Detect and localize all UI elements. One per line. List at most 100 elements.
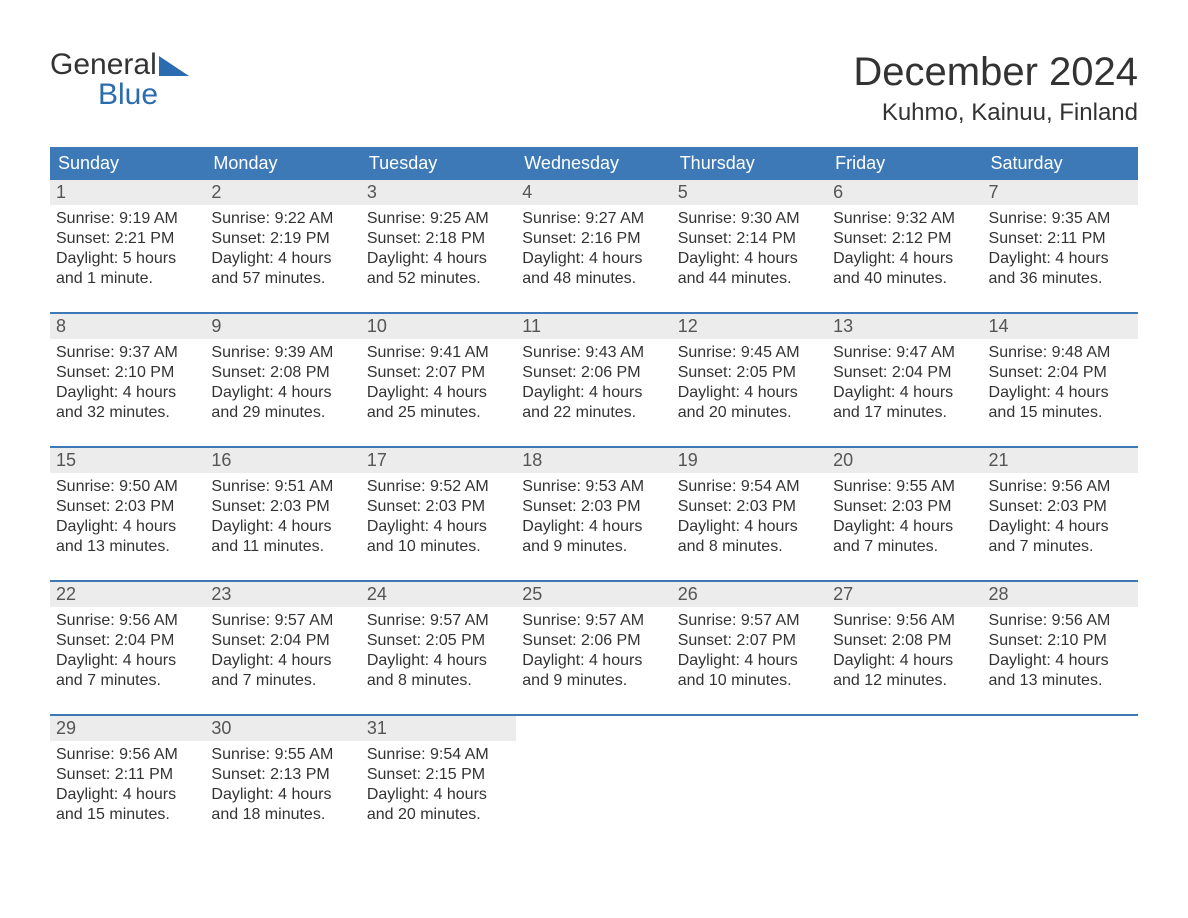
calendar-cell: 17Sunrise: 9:52 AMSunset: 2:03 PMDayligh…	[361, 448, 516, 580]
daylight-line1: Daylight: 4 hours	[56, 785, 199, 805]
header: General Blue December 2024 Kuhmo, Kainuu…	[50, 50, 1138, 127]
day-number: 13	[827, 314, 982, 339]
sunset-text: Sunset: 2:03 PM	[367, 497, 510, 517]
calendar-week: 1Sunrise: 9:19 AMSunset: 2:21 PMDaylight…	[50, 180, 1138, 312]
day-number: 10	[361, 314, 516, 339]
daylight-line1: Daylight: 4 hours	[367, 651, 510, 671]
calendar-cell: 20Sunrise: 9:55 AMSunset: 2:03 PMDayligh…	[827, 448, 982, 580]
sunrise-text: Sunrise: 9:54 AM	[367, 745, 510, 765]
day-details: Sunrise: 9:54 AMSunset: 2:03 PMDaylight:…	[672, 473, 827, 569]
day-details: Sunrise: 9:22 AMSunset: 2:19 PMDaylight:…	[205, 205, 360, 301]
day-details: Sunrise: 9:55 AMSunset: 2:03 PMDaylight:…	[827, 473, 982, 569]
calendar-cell: 19Sunrise: 9:54 AMSunset: 2:03 PMDayligh…	[672, 448, 827, 580]
sunrise-text: Sunrise: 9:41 AM	[367, 343, 510, 363]
day-details: Sunrise: 9:55 AMSunset: 2:13 PMDaylight:…	[205, 741, 360, 837]
sunrise-text: Sunrise: 9:57 AM	[522, 611, 665, 631]
day-number: 19	[672, 448, 827, 473]
sunrise-text: Sunrise: 9:37 AM	[56, 343, 199, 363]
daylight-line2: and 32 minutes.	[56, 403, 199, 423]
sunset-text: Sunset: 2:13 PM	[211, 765, 354, 785]
day-details: Sunrise: 9:48 AMSunset: 2:04 PMDaylight:…	[983, 339, 1138, 435]
calendar-cell-empty	[983, 716, 1138, 848]
daylight-line2: and 10 minutes.	[678, 671, 821, 691]
daylight-line1: Daylight: 4 hours	[522, 249, 665, 269]
day-details: Sunrise: 9:56 AMSunset: 2:03 PMDaylight:…	[983, 473, 1138, 569]
title-block: December 2024 Kuhmo, Kainuu, Finland	[853, 50, 1138, 127]
day-number: 1	[50, 180, 205, 205]
daylight-line2: and 11 minutes.	[211, 537, 354, 557]
day-number: 3	[361, 180, 516, 205]
sunrise-text: Sunrise: 9:51 AM	[211, 477, 354, 497]
sunrise-text: Sunrise: 9:47 AM	[833, 343, 976, 363]
day-number: 18	[516, 448, 671, 473]
daylight-line1: Daylight: 4 hours	[989, 651, 1132, 671]
day-number: 31	[361, 716, 516, 741]
calendar-cell: 10Sunrise: 9:41 AMSunset: 2:07 PMDayligh…	[361, 314, 516, 446]
sunrise-text: Sunrise: 9:35 AM	[989, 209, 1132, 229]
logo-word-general: General	[50, 50, 157, 80]
daylight-line2: and 8 minutes.	[678, 537, 821, 557]
daylight-line1: Daylight: 4 hours	[678, 383, 821, 403]
calendar-cell: 13Sunrise: 9:47 AMSunset: 2:04 PMDayligh…	[827, 314, 982, 446]
calendar-week: 22Sunrise: 9:56 AMSunset: 2:04 PMDayligh…	[50, 580, 1138, 714]
sunrise-text: Sunrise: 9:55 AM	[211, 745, 354, 765]
sunset-text: Sunset: 2:03 PM	[211, 497, 354, 517]
sunset-text: Sunset: 2:14 PM	[678, 229, 821, 249]
daylight-line1: Daylight: 4 hours	[56, 651, 199, 671]
day-number: 29	[50, 716, 205, 741]
daylight-line2: and 8 minutes.	[367, 671, 510, 691]
sunset-text: Sunset: 2:19 PM	[211, 229, 354, 249]
calendar-cell: 5Sunrise: 9:30 AMSunset: 2:14 PMDaylight…	[672, 180, 827, 312]
sunset-text: Sunset: 2:03 PM	[56, 497, 199, 517]
day-number: 2	[205, 180, 360, 205]
sunrise-text: Sunrise: 9:56 AM	[989, 477, 1132, 497]
daylight-line1: Daylight: 4 hours	[211, 517, 354, 537]
day-details: Sunrise: 9:56 AMSunset: 2:04 PMDaylight:…	[50, 607, 205, 703]
sunrise-text: Sunrise: 9:50 AM	[56, 477, 199, 497]
daylight-line2: and 10 minutes.	[367, 537, 510, 557]
month-title: December 2024	[853, 50, 1138, 95]
daylight-line2: and 1 minute.	[56, 269, 199, 289]
daylight-line2: and 57 minutes.	[211, 269, 354, 289]
day-number: 16	[205, 448, 360, 473]
sunrise-text: Sunrise: 9:45 AM	[678, 343, 821, 363]
day-number: 14	[983, 314, 1138, 339]
sunrise-text: Sunrise: 9:55 AM	[833, 477, 976, 497]
daylight-line1: Daylight: 4 hours	[367, 785, 510, 805]
sunrise-text: Sunrise: 9:56 AM	[56, 611, 199, 631]
day-details: Sunrise: 9:45 AMSunset: 2:05 PMDaylight:…	[672, 339, 827, 435]
day-details: Sunrise: 9:51 AMSunset: 2:03 PMDaylight:…	[205, 473, 360, 569]
sunset-text: Sunset: 2:10 PM	[989, 631, 1132, 651]
day-details: Sunrise: 9:50 AMSunset: 2:03 PMDaylight:…	[50, 473, 205, 569]
sunset-text: Sunset: 2:06 PM	[522, 631, 665, 651]
calendar-cell: 7Sunrise: 9:35 AMSunset: 2:11 PMDaylight…	[983, 180, 1138, 312]
day-number: 15	[50, 448, 205, 473]
day-number: 5	[672, 180, 827, 205]
daylight-line2: and 25 minutes.	[367, 403, 510, 423]
sunset-text: Sunset: 2:11 PM	[989, 229, 1132, 249]
day-details: Sunrise: 9:47 AMSunset: 2:04 PMDaylight:…	[827, 339, 982, 435]
sunset-text: Sunset: 2:08 PM	[211, 363, 354, 383]
calendar-cell: 29Sunrise: 9:56 AMSunset: 2:11 PMDayligh…	[50, 716, 205, 848]
calendar-cell: 23Sunrise: 9:57 AMSunset: 2:04 PMDayligh…	[205, 582, 360, 714]
daylight-line2: and 44 minutes.	[678, 269, 821, 289]
sunset-text: Sunset: 2:07 PM	[367, 363, 510, 383]
sunrise-text: Sunrise: 9:32 AM	[833, 209, 976, 229]
sunrise-text: Sunrise: 9:27 AM	[522, 209, 665, 229]
daylight-line2: and 7 minutes.	[833, 537, 976, 557]
daylight-line2: and 15 minutes.	[56, 805, 199, 825]
calendar-cell: 24Sunrise: 9:57 AMSunset: 2:05 PMDayligh…	[361, 582, 516, 714]
day-details: Sunrise: 9:52 AMSunset: 2:03 PMDaylight:…	[361, 473, 516, 569]
day-details: Sunrise: 9:32 AMSunset: 2:12 PMDaylight:…	[827, 205, 982, 301]
sunrise-text: Sunrise: 9:25 AM	[367, 209, 510, 229]
calendar-cell: 8Sunrise: 9:37 AMSunset: 2:10 PMDaylight…	[50, 314, 205, 446]
daylight-line1: Daylight: 4 hours	[211, 383, 354, 403]
logo: General Blue	[50, 50, 189, 110]
day-details: Sunrise: 9:57 AMSunset: 2:06 PMDaylight:…	[516, 607, 671, 703]
daylight-line1: Daylight: 4 hours	[833, 383, 976, 403]
daylight-line2: and 20 minutes.	[678, 403, 821, 423]
daylight-line2: and 52 minutes.	[367, 269, 510, 289]
calendar-cell-empty	[672, 716, 827, 848]
calendar-week: 29Sunrise: 9:56 AMSunset: 2:11 PMDayligh…	[50, 714, 1138, 848]
daylight-line1: Daylight: 4 hours	[989, 517, 1132, 537]
